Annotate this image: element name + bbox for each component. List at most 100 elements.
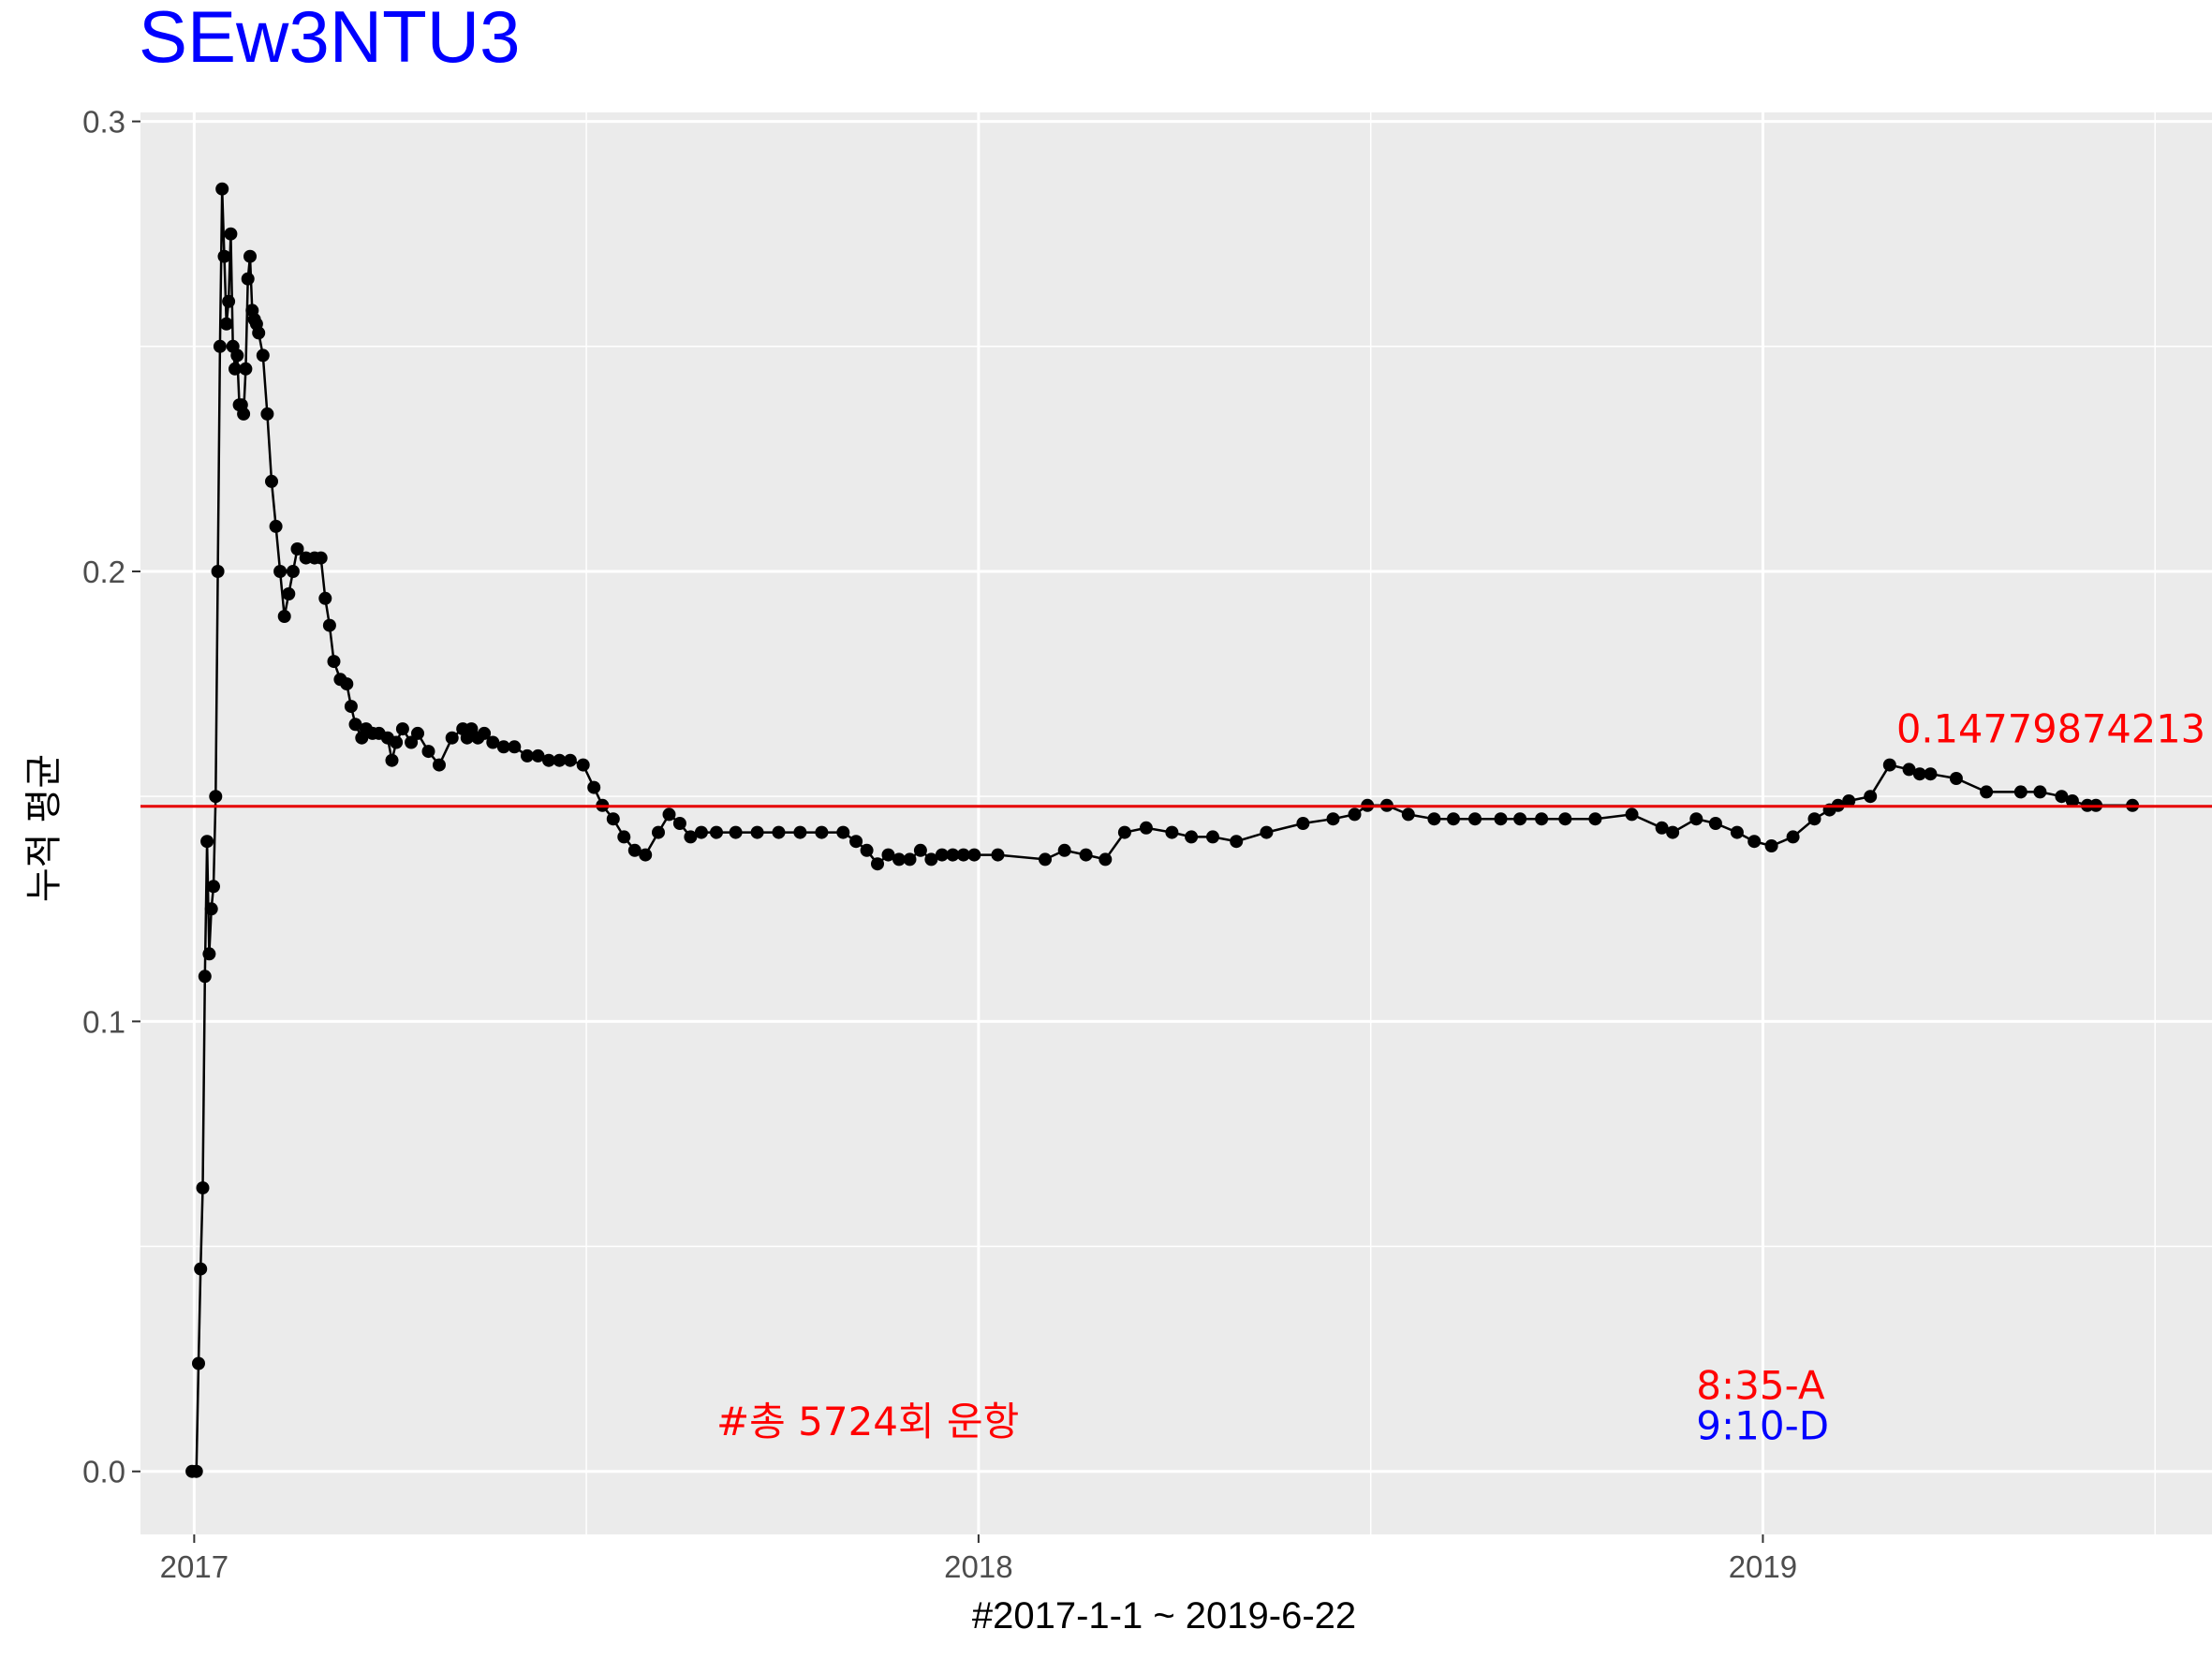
data-point [1764, 839, 1778, 852]
y-tick-label: 0.0 [82, 1455, 125, 1489]
annotations: #총 5724회 운항 8:35-A9:10-D [716, 1362, 1829, 1448]
data-point [192, 1356, 205, 1370]
data-point [542, 753, 555, 767]
data-point [196, 1181, 210, 1195]
data-point [390, 735, 404, 749]
data-point [1057, 843, 1071, 857]
data-point [269, 519, 283, 533]
data-point [229, 362, 242, 376]
data-point [617, 830, 631, 844]
data-point [2065, 794, 2079, 807]
data-point [207, 880, 220, 894]
annotation-label: 8:35-A [1696, 1362, 1825, 1408]
data-point [202, 947, 216, 961]
x-tick-label: 2018 [944, 1549, 1012, 1584]
data-point [892, 852, 906, 867]
data-point [684, 830, 698, 844]
data-point [606, 812, 620, 826]
data-point [2055, 790, 2069, 804]
data-point [652, 825, 665, 839]
data-point [2033, 785, 2047, 799]
data-point [277, 610, 291, 623]
data-point [1206, 830, 1219, 844]
data-point [318, 591, 332, 605]
data-point [486, 735, 500, 749]
data-point [563, 753, 577, 767]
data-point [260, 407, 274, 421]
data-point [200, 835, 214, 849]
data-point [445, 731, 459, 745]
data-point [627, 843, 641, 857]
data-point [508, 740, 522, 754]
data-point [871, 857, 884, 871]
data-point [1468, 812, 1482, 826]
data-point [239, 362, 253, 376]
data-point [1842, 794, 1856, 807]
data-point [672, 817, 686, 830]
data-point [1185, 830, 1199, 844]
data-point [956, 848, 970, 862]
data-point [1230, 835, 1244, 849]
data-point [1447, 812, 1460, 826]
data-point [860, 843, 874, 857]
data-point [1427, 812, 1441, 826]
data-point [924, 852, 938, 867]
data-point [1902, 763, 1916, 777]
data-point [265, 474, 278, 488]
data-point [1730, 825, 1744, 839]
data-point [1494, 812, 1508, 826]
data-point [322, 618, 336, 632]
data-point [194, 1262, 208, 1276]
data-point [815, 825, 829, 839]
data-point [662, 807, 676, 822]
data-point [1079, 848, 1093, 862]
data-point [230, 348, 244, 363]
data-point [1296, 817, 1310, 830]
grid-lines [140, 112, 2212, 1534]
data-point [1655, 821, 1669, 835]
data-point [211, 565, 225, 578]
y-tick-label: 0.2 [82, 555, 125, 589]
data-point [1924, 767, 1938, 781]
data-point [348, 718, 362, 732]
data-point [209, 790, 223, 804]
data-point [421, 745, 435, 759]
data-point [256, 348, 270, 363]
data-point [576, 758, 590, 772]
data-point [215, 182, 229, 196]
data-point [222, 294, 236, 308]
data-point [1139, 821, 1153, 835]
data-point [694, 825, 708, 839]
data-point [1260, 825, 1274, 839]
data-point [411, 726, 424, 740]
data-point [991, 848, 1005, 862]
data-point [219, 317, 233, 331]
data-point [1039, 852, 1052, 867]
data-point [213, 339, 227, 353]
data-point [1558, 812, 1572, 826]
data-point [1747, 835, 1762, 849]
data-point [849, 835, 863, 849]
data-point [1401, 807, 1415, 822]
data-point [1864, 790, 1878, 804]
data-point [1099, 852, 1113, 867]
y-axis-title: 누적 평균 [23, 754, 65, 902]
data-point [2013, 785, 2028, 799]
data-point [290, 542, 304, 555]
data-point [553, 753, 567, 767]
data-point [1117, 825, 1131, 839]
x-tick-label: 2017 [160, 1549, 229, 1584]
data-point [1980, 785, 1994, 799]
data-point [1588, 812, 1602, 826]
data-point [433, 758, 446, 772]
data-point [314, 551, 328, 565]
data-point [340, 677, 354, 691]
data-point [1689, 812, 1703, 826]
data-point [496, 740, 510, 754]
data-point [1882, 758, 1896, 772]
data-point [913, 843, 927, 857]
data-point [531, 748, 545, 763]
data-point [204, 902, 218, 916]
annotation-label: #총 5724회 운항 [716, 1399, 1019, 1444]
